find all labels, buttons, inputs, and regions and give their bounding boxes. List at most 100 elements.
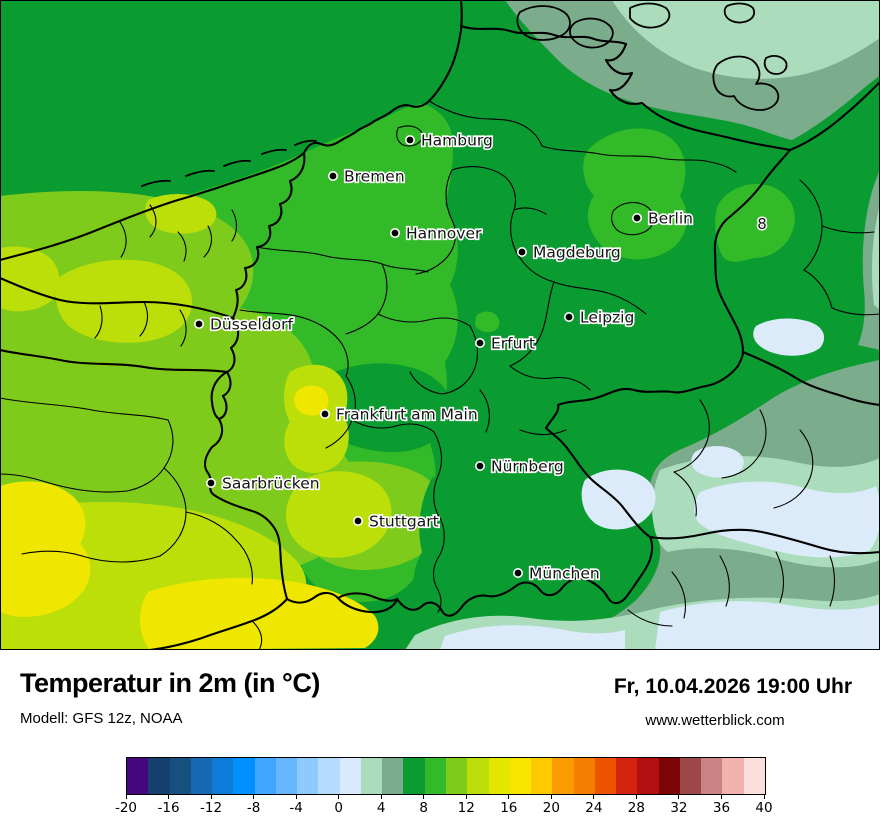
colorbar-segment: [509, 758, 532, 794]
colorbar-segment: [148, 758, 170, 794]
colorbar-tick-label: -20: [114, 800, 138, 816]
colorbar-segment: [297, 758, 319, 794]
colorbar-segment: [339, 758, 361, 794]
colorbar-tick-label: 4: [376, 800, 386, 816]
colorbar-tick-label: 32: [670, 800, 688, 816]
colorbar-tick: [465, 794, 467, 799]
ruegen-island-coastline: [712, 55, 788, 111]
footer-panel: [0, 650, 880, 830]
city-label: Hannover: [406, 225, 482, 243]
colorbar-tick: [295, 794, 297, 799]
forecast-datetime: Fr, 10.04.2026 19:00 Uhr: [613, 675, 852, 698]
colorbar-tick: [508, 794, 510, 799]
colorbar-tick-label: 8: [419, 800, 429, 816]
city-label: Leipzig: [580, 309, 634, 327]
colorbar-segment: [594, 758, 617, 794]
colorbar-segment: [212, 758, 234, 794]
city-labels-layer: Hamburg Bremen Hannover Berlin Magdeburg Düss…: [194, 130, 768, 584]
map-canvas: Hamburg Bremen Hannover Berlin Magdeburg Düss…: [0, 0, 880, 650]
colorbar-tick-label: 20: [542, 800, 560, 816]
colorbar-segment: [488, 758, 510, 794]
colorbar-tick-label: 0: [334, 800, 343, 816]
temperature-fill-regions: [0, 0, 880, 650]
colorbar-segment: [190, 758, 213, 794]
colorbar-tick: [550, 794, 552, 799]
model-info: Modell: GFS 12z, NOAA: [20, 710, 183, 727]
colorbar-segment: [722, 758, 744, 794]
colorbar-tick-label: 36: [712, 800, 731, 816]
colorbar-segment: [445, 758, 468, 794]
colorbar-segment: [424, 758, 446, 794]
city-marker-dot: [404, 135, 415, 146]
city-marker-dot: [194, 318, 205, 329]
colorbar-tick: [763, 794, 765, 799]
page-title: Temperatur in 2m (in °C): [20, 668, 320, 698]
city-marker-dot: [563, 311, 574, 322]
city-label: Saarbrücken: [222, 475, 320, 493]
temperature-colorbar: [126, 757, 766, 795]
colorbar-tick: [253, 794, 255, 799]
colorbar-segment: [573, 758, 595, 794]
colorbar-tick-label: 40: [755, 800, 773, 816]
city-marker-dot: [516, 247, 527, 258]
colorbar-segment: [360, 758, 383, 794]
city-label: Nürnberg: [491, 458, 564, 476]
colorbar-tick: [720, 794, 722, 799]
colorbar-segment: [382, 758, 404, 794]
city-label: Magdeburg: [533, 244, 621, 262]
colorbar-segment: [701, 758, 723, 794]
city-label: Hamburg: [421, 132, 493, 150]
city-label: Stuttgart: [369, 513, 439, 531]
country-borders: [0, 0, 880, 650]
colorbar-tick-label: -8: [246, 800, 261, 816]
colorbar-tick: [678, 794, 680, 799]
colorbar-segment: [127, 758, 149, 794]
colorbar-segment: [531, 758, 553, 794]
colorbar-segment: [233, 758, 255, 794]
temperature-map: Hamburg Bremen Hannover Berlin Magdeburg Düss…: [0, 0, 880, 650]
colorbar-segment: [403, 758, 425, 794]
colorbar-tick-label: 28: [627, 800, 645, 816]
colorbar-segment: [679, 758, 702, 794]
colorbar-tick-label: 12: [457, 800, 475, 816]
city-marker-dot: [352, 515, 363, 526]
city-label: Düsseldorf: [210, 316, 293, 334]
city-marker-dot: [474, 337, 485, 348]
state-borders: [0, 100, 880, 650]
colorbar-segment: [254, 758, 276, 794]
temperature-value-label: 8: [757, 215, 767, 233]
frisian-islands-coastline: [141, 139, 317, 187]
city-label: München: [529, 565, 600, 583]
danish-islands-coastline: [516, 2, 671, 49]
city-label: Berlin: [648, 210, 693, 228]
colorbar-tick: [593, 794, 595, 799]
city-label: Bremen: [344, 168, 405, 186]
colorbar-tick: [210, 794, 212, 799]
colorbar-segment: [552, 758, 574, 794]
city-marker-dot: [206, 477, 217, 488]
colorbar-tick: [338, 794, 340, 799]
colorbar-segment: [318, 758, 340, 794]
colorbar-tick-label: -16: [157, 800, 180, 816]
berlin-city-outline: [611, 201, 655, 236]
city-marker-dot: [319, 408, 330, 419]
website-url: www.wetterblick.com: [645, 712, 785, 729]
colorbar-tick: [380, 794, 382, 799]
colorbar-tick-label: -4: [289, 800, 303, 816]
colorbar-tick: [125, 794, 127, 799]
city-marker-dot: [474, 460, 485, 471]
city-marker-dot: [631, 213, 642, 224]
colorbar-segment: [169, 758, 191, 794]
colorbar-segment: [743, 758, 765, 794]
colorbar-tick-label: 24: [585, 800, 603, 816]
colorbar-segment: [616, 758, 638, 794]
colorbar-tick: [635, 794, 637, 799]
colorbar-tick: [168, 794, 170, 799]
city-marker-dot: [512, 567, 523, 578]
city-label: Frankfurt am Main: [336, 406, 478, 424]
colorbar-tick-label: -12: [200, 800, 223, 816]
city-marker-dot: [389, 228, 400, 239]
colorbar-segment: [467, 758, 489, 794]
bornholm-island-coastline: [723, 2, 756, 24]
